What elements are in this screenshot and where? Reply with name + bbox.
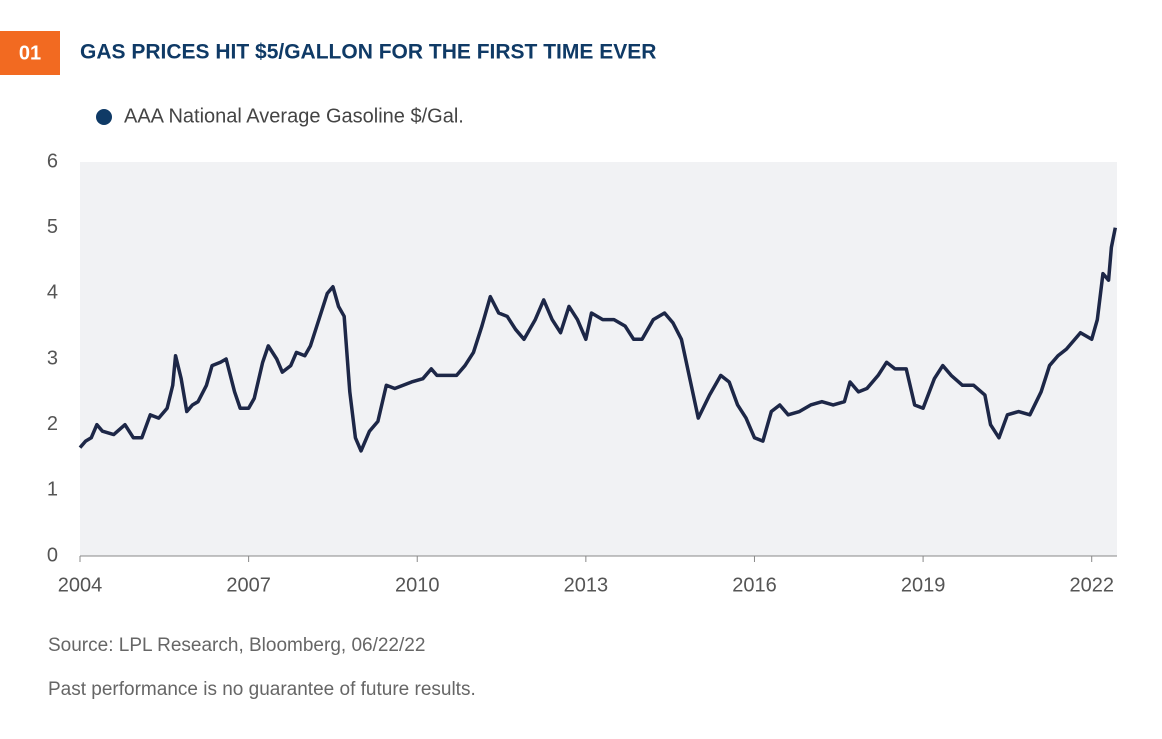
legend-label: AAA National Average Gasoline $/Gal. [124,105,464,127]
y-tick-label: 1 [47,479,58,501]
y-tick-label: 6 [47,150,58,172]
note: Past performance is no guarantee of futu… [48,679,476,700]
chart-title: GAS PRICES HIT $5/GALLON FOR THE FIRST T… [80,41,656,64]
y-tick-label: 3 [47,347,58,369]
badge [0,31,60,75]
x-tick-label: 2019 [901,574,946,596]
y-tick-label: 0 [47,544,58,566]
x-tick-label: 2016 [732,574,777,596]
plot-area [80,162,1117,556]
y-tick-label: 2 [47,413,58,435]
x-tick-label: 2013 [564,574,609,596]
source: Source: LPL Research, Bloomberg, 06/22/2… [48,635,425,656]
badge-text: 01 [19,42,41,64]
y-tick-label: 5 [47,216,58,238]
x-tick-label: 2007 [226,574,271,596]
y-tick-label: 4 [47,282,58,304]
series-line [78,227,1118,453]
x-tick-label: 2010 [395,574,440,596]
x-tick-label: 2022 [1069,574,1114,596]
legend-marker [96,109,112,125]
x-tick-label: 2004 [58,574,103,596]
